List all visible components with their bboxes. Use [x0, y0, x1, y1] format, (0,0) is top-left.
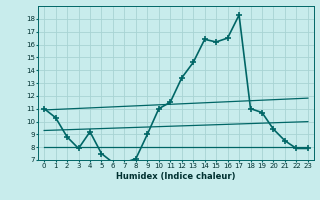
X-axis label: Humidex (Indice chaleur): Humidex (Indice chaleur)	[116, 172, 236, 181]
